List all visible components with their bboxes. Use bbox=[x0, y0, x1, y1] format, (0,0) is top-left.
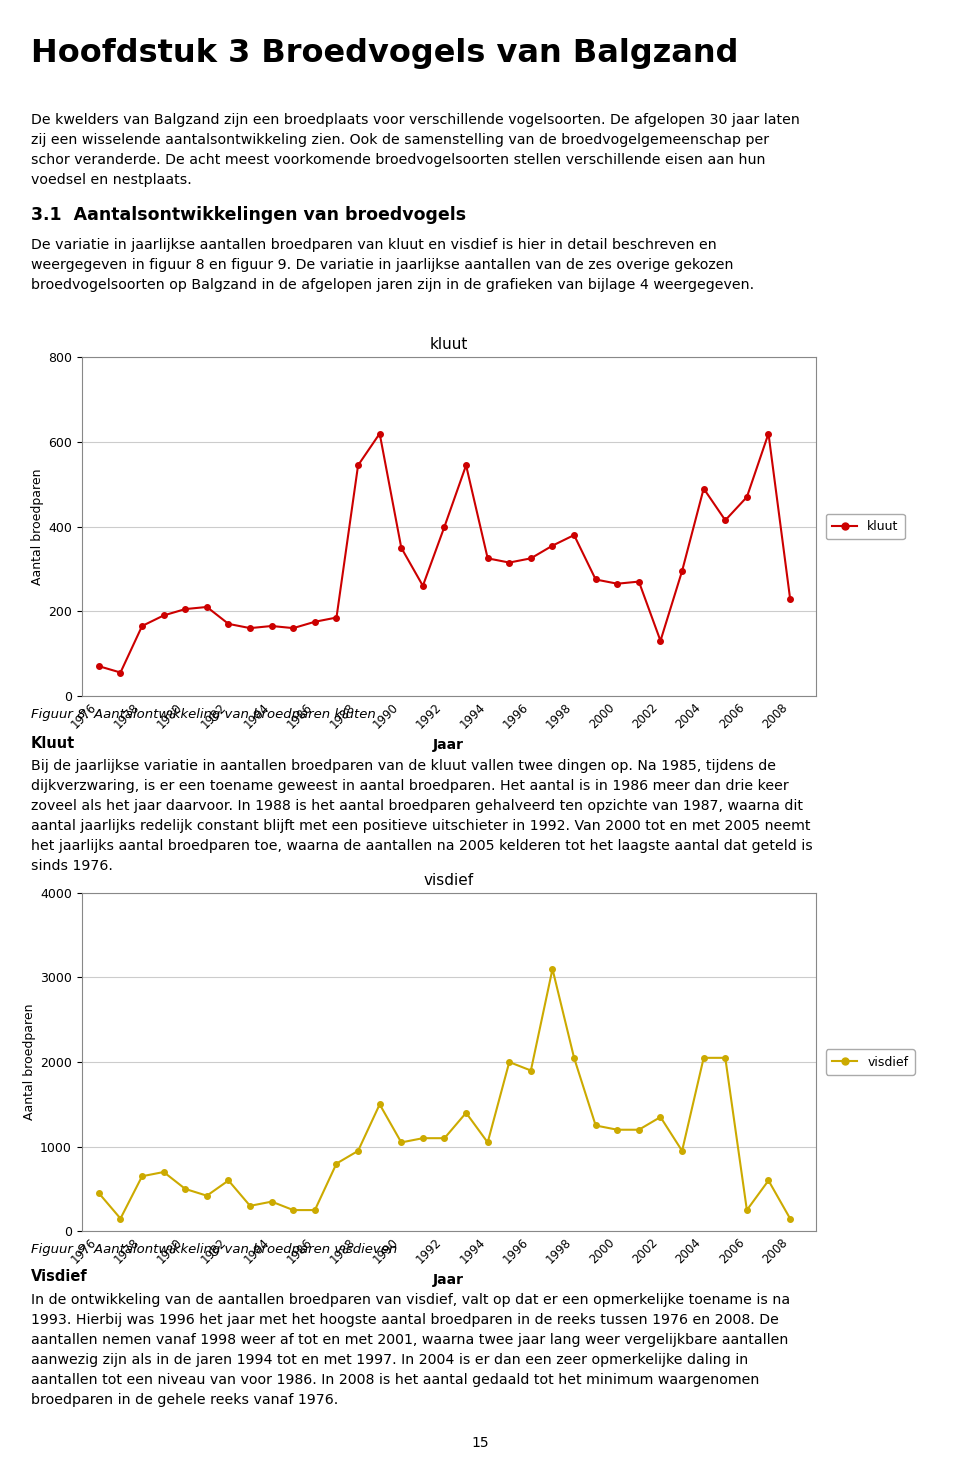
Text: 3.1  Aantalsontwikkelingen van broedvogels: 3.1 Aantalsontwikkelingen van broedvogel… bbox=[31, 206, 466, 224]
Y-axis label: Aantal broedparen: Aantal broedparen bbox=[23, 1003, 36, 1121]
Title: visdief: visdief bbox=[423, 872, 474, 887]
Text: Hoofdstuk 3 Broedvogels van Balgzand: Hoofdstuk 3 Broedvogels van Balgzand bbox=[31, 38, 738, 69]
Text: Figuur 9. Aantalontwikkeling van broedparen visdieven: Figuur 9. Aantalontwikkeling van broedpa… bbox=[31, 1243, 397, 1256]
Text: De variatie in jaarlijkse aantallen broedparen van kluut en visdief is hier in d: De variatie in jaarlijkse aantallen broe… bbox=[31, 238, 754, 293]
Title: kluut: kluut bbox=[430, 337, 468, 352]
Text: De kwelders van Balgzand zijn een broedplaats voor verschillende vogelsoorten. D: De kwelders van Balgzand zijn een broedp… bbox=[31, 113, 800, 187]
Text: Figuur 8. Aantalontwikkeling van broedparen kluten: Figuur 8. Aantalontwikkeling van broedpa… bbox=[31, 708, 375, 721]
Legend: kluut: kluut bbox=[826, 513, 904, 540]
Y-axis label: Aantal broedparen: Aantal broedparen bbox=[31, 468, 44, 585]
X-axis label: Jaar: Jaar bbox=[433, 738, 465, 752]
Legend: visdief: visdief bbox=[826, 1049, 915, 1075]
X-axis label: Jaar: Jaar bbox=[433, 1274, 465, 1287]
Text: Visdief: Visdief bbox=[31, 1269, 87, 1284]
Text: Kluut: Kluut bbox=[31, 736, 75, 750]
Text: In de ontwikkeling van de aantallen broedparen van visdief, valt op dat er een o: In de ontwikkeling van de aantallen broe… bbox=[31, 1293, 790, 1408]
Text: 15: 15 bbox=[471, 1436, 489, 1450]
Text: Bij de jaarlijkse variatie in aantallen broedparen van de kluut vallen twee ding: Bij de jaarlijkse variatie in aantallen … bbox=[31, 759, 812, 874]
